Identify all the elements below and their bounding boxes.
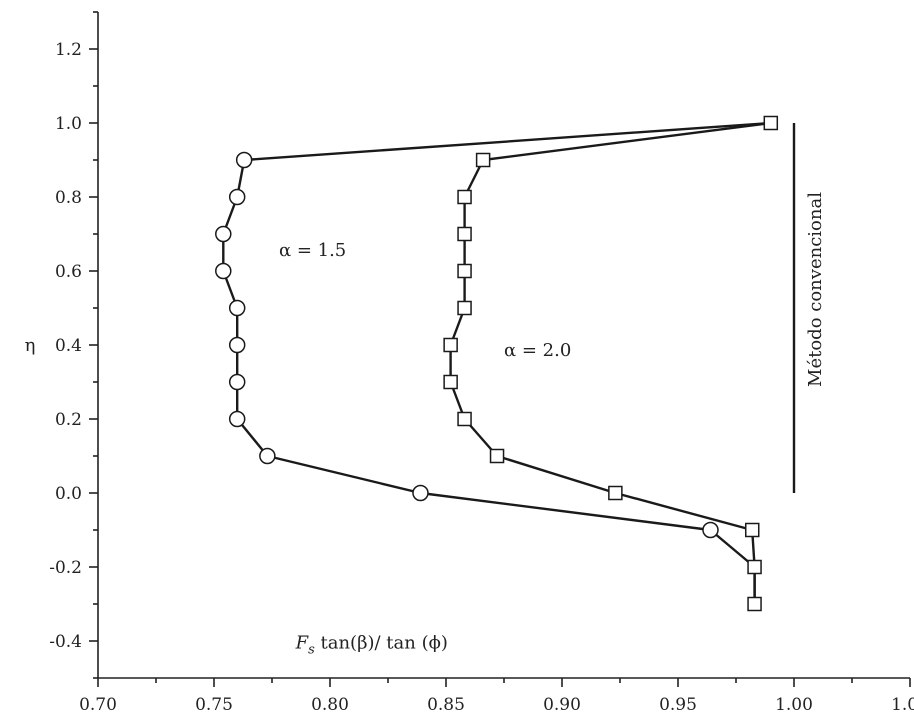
x-tick-label: 0.75 bbox=[195, 695, 233, 715]
square-marker bbox=[608, 485, 623, 501]
y-tick-label: 0.2 bbox=[55, 410, 82, 430]
square-marker bbox=[489, 448, 505, 464]
circle-marker bbox=[228, 373, 246, 391]
square-marker bbox=[457, 300, 472, 316]
square-marker bbox=[443, 337, 458, 353]
x-tick-label: 0.90 bbox=[543, 695, 581, 715]
series-annotation-1: α = 1.5 bbox=[279, 240, 346, 261]
series-annotation-2: α = 2.0 bbox=[504, 340, 571, 361]
y-tick-label: 1.2 bbox=[55, 40, 82, 60]
x-tick-label: 0.80 bbox=[311, 695, 349, 715]
axes: 0.70 0.75 0.80 0.85 0.90 0.95 1.00 1.05 -0.4 -0.2… bbox=[49, 11, 914, 715]
square-marker bbox=[744, 522, 760, 538]
square-marker bbox=[457, 263, 472, 279]
circle-marker bbox=[228, 299, 246, 317]
x-axis-label-main: F bbox=[295, 632, 310, 653]
circle-marker bbox=[228, 188, 246, 206]
circle-marker bbox=[259, 447, 276, 465]
y-tick-label: -0.4 bbox=[49, 632, 82, 652]
y-tick-label: 0.0 bbox=[55, 484, 82, 504]
circle-marker bbox=[228, 336, 246, 354]
x-tick-label: 0.70 bbox=[79, 695, 117, 715]
x-axis-label: Fs tan(β)/ tan (ϕ) bbox=[295, 632, 448, 657]
x-tick-label: 1.05 bbox=[891, 695, 914, 715]
x-tick-label: 0.95 bbox=[659, 695, 697, 715]
square-marker bbox=[475, 152, 491, 168]
annotation-layer: α = 1.5 α = 2.0 bbox=[279, 123, 796, 493]
x-tick-label: 1.00 bbox=[775, 695, 813, 715]
square-marker bbox=[763, 115, 779, 131]
y-tick-label: -0.2 bbox=[49, 558, 82, 578]
vertical-line-label: Método convencional bbox=[805, 192, 826, 387]
circle-marker bbox=[702, 521, 719, 539]
circle-marker bbox=[215, 225, 232, 243]
y-tick-label: 0.6 bbox=[55, 262, 82, 282]
x-axis-label-subscript: s bbox=[308, 642, 315, 657]
series-line-2 bbox=[449, 121, 771, 604]
square-marker bbox=[443, 374, 458, 390]
x-tick-label: 0.85 bbox=[427, 695, 465, 715]
circle-marker bbox=[228, 410, 246, 428]
square-marker bbox=[747, 596, 762, 612]
square-marker bbox=[747, 559, 762, 575]
circle-marker bbox=[215, 262, 232, 280]
square-marker bbox=[457, 189, 472, 205]
y-tick-label: 1.0 bbox=[55, 114, 82, 134]
x-axis-label-rest: tan(β)/ tan (ϕ) bbox=[315, 632, 448, 653]
y-tick-label: 0.4 bbox=[55, 336, 82, 356]
square-marker bbox=[457, 411, 472, 427]
square-marker bbox=[457, 226, 472, 242]
circle-marker bbox=[235, 151, 253, 169]
circle-marker bbox=[412, 484, 429, 502]
y-tick-label: 0.8 bbox=[55, 188, 82, 208]
series-layer bbox=[215, 115, 779, 612]
y-axis-label: η bbox=[25, 335, 36, 356]
series-line-1 bbox=[222, 121, 771, 604]
